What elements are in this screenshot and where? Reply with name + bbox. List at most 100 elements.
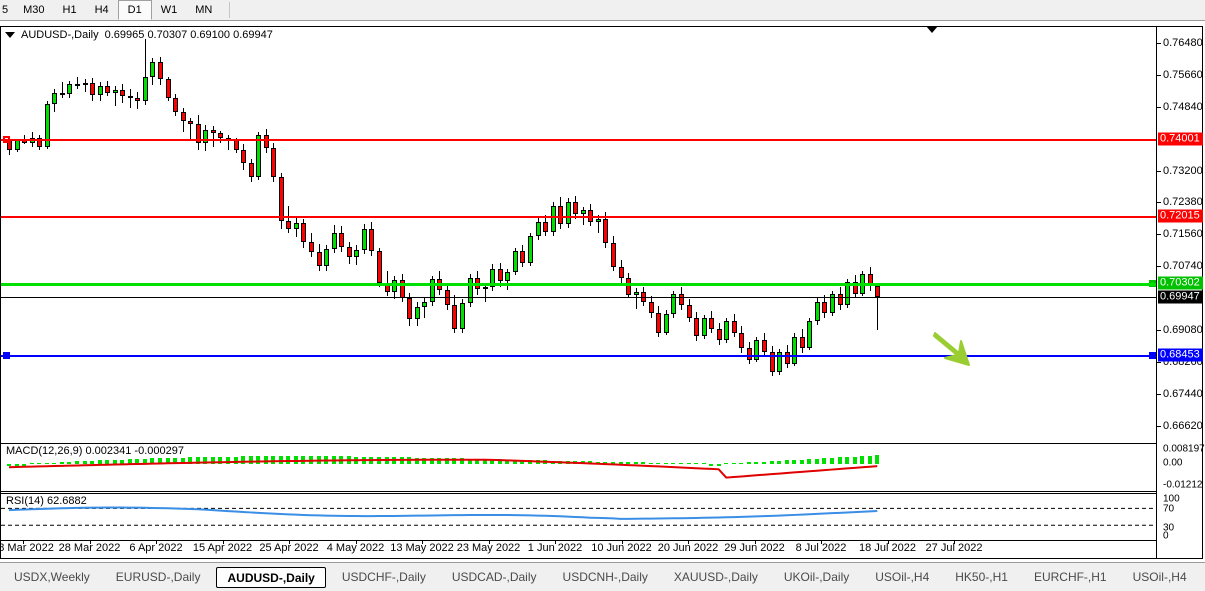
macd-label: MACD(12,26,9) 0.002341 -0.000297 <box>6 445 184 457</box>
chart-tab-audusd-daily[interactable]: AUDUSD-,Daily <box>216 566 326 588</box>
rsi-tick-label: 0 <box>1163 530 1169 542</box>
price-tick <box>1157 75 1161 77</box>
macd-histogram-bar <box>452 458 457 464</box>
macd-histogram-bar <box>67 461 72 464</box>
candle-wick <box>877 282 879 330</box>
price-tag-support-line[interactable]: 0.70302 <box>1158 276 1203 290</box>
chart-tab-eurusd-daily[interactable]: EURUSD-,Daily <box>115 569 201 584</box>
macd-histogram-bar <box>611 461 615 464</box>
date-tick-label: 23 May 2022 <box>456 542 521 554</box>
macd-histogram-bar <box>490 459 495 464</box>
rsi-pane[interactable]: RSI(14) 62.6882 <box>1 493 1156 541</box>
rsi-tick-label: 100 <box>1163 493 1180 505</box>
chart-tab-usdcnh-daily[interactable]: USDCNH-,Daily <box>562 569 648 584</box>
date-tick-label: 25 Apr 2022 <box>259 542 319 554</box>
macd-histogram-bar <box>271 456 276 464</box>
timeframe-button-w1[interactable]: W1 <box>160 4 178 16</box>
timeframe-button-d1[interactable]: D1 <box>117 0 152 20</box>
timeframe-button-h1[interactable]: H1 <box>62 4 77 16</box>
candle-body <box>837 293 843 306</box>
chart-tab-xauusd-daily[interactable]: XAUUSD-,Daily <box>673 569 758 584</box>
candle-body <box>829 293 835 314</box>
level-line-red[interactable] <box>1 139 1156 142</box>
chart-tab-eurchf-h1[interactable]: EURCHF-,H1 <box>1033 569 1107 584</box>
price-tag-resistance-line[interactable]: 0.74001 <box>1158 132 1203 146</box>
price-tag-resistance-line[interactable]: 0.72015 <box>1158 209 1203 223</box>
level-line-green[interactable] <box>1 282 1156 286</box>
macd-histogram-bar <box>127 459 132 464</box>
candle-body <box>807 320 813 349</box>
candle-body <box>339 232 345 247</box>
chart-tab-usoil-h4[interactable]: USOil-,H4 <box>1132 569 1187 584</box>
macd-histogram-bar <box>626 462 631 464</box>
price-tick <box>1157 202 1161 204</box>
chart-tab-hk50-h1[interactable]: HK50-,H1 <box>955 569 1008 584</box>
rsi-label: RSI(14) 62.6882 <box>6 495 87 507</box>
candle-body <box>422 301 428 308</box>
date-tick-label: 15 Apr 2022 <box>192 542 253 554</box>
macd-histogram-bar <box>595 461 600 464</box>
chart-tab-ukoil-daily[interactable]: UKOil-,Daily <box>783 569 850 584</box>
price-tick <box>1157 265 1161 267</box>
macd-histogram-bar <box>746 462 751 464</box>
date-tick <box>954 540 955 544</box>
macd-histogram-bar <box>165 457 170 464</box>
candle-body <box>286 220 292 230</box>
candle-wick <box>288 206 290 233</box>
date-tick <box>688 540 689 544</box>
price-tag-support-line[interactable]: 0.68453 <box>1158 348 1203 362</box>
timeframe-button-h4[interactable]: H4 <box>94 4 109 16</box>
macd-histogram-bar <box>218 456 223 464</box>
chart-window[interactable]: AUDUSD-,Daily 0.69965 0.70307 0.69100 0.… <box>0 26 1205 559</box>
macd-histogram-bar <box>701 462 706 464</box>
macd-histogram-bar <box>467 458 472 464</box>
macd-histogram-bar <box>225 456 230 464</box>
price-tick-label: 0.66620 <box>1163 419 1203 432</box>
chart-tab-usdcad-daily[interactable]: USDCAD-,Daily <box>451 569 537 584</box>
macd-histogram-bar <box>263 456 268 464</box>
level-line-blue[interactable] <box>1 354 1156 357</box>
macd-histogram-bar <box>14 464 19 466</box>
chart-tab-usoil-h4[interactable]: USOil-,H4 <box>875 569 930 584</box>
price-axis[interactable]: 0.76480 0.75660 0.74840 0.73200 0.72380 0.715… <box>1156 27 1205 558</box>
timeframe-button-5[interactable]: 5 <box>2 4 9 16</box>
macd-histogram-bar <box>233 456 238 464</box>
macd-histogram-bar <box>777 460 782 464</box>
candle-body <box>67 83 73 95</box>
candle-body <box>490 269 496 287</box>
macd-histogram-bar <box>256 456 261 464</box>
price-tag-last-price[interactable]: 0.69947 <box>1158 290 1203 304</box>
price-pane[interactable] <box>1 27 1156 442</box>
macd-histogram-bar <box>867 455 872 464</box>
price-tick <box>1157 43 1161 45</box>
macd-histogram-bar <box>180 457 185 464</box>
price-tick-label: 0.75660 <box>1163 69 1203 82</box>
candle-body <box>444 289 450 306</box>
candle-body <box>180 111 186 121</box>
collapse-caret-icon[interactable] <box>5 32 15 38</box>
date-axis[interactable]: 18 Mar 2022 28 Mar 2022 6 Apr 2022 15 Apr 2… <box>0 540 1156 558</box>
candle-body <box>354 249 360 258</box>
candle-body <box>716 328 722 341</box>
macd-histogram-bar <box>59 462 64 464</box>
macd-histogram-bar <box>762 461 766 464</box>
candle-body <box>784 352 790 364</box>
chart-tab-usdchf-daily[interactable]: USDCHF-,Daily <box>341 569 426 584</box>
macd-histogram-bar <box>37 462 42 464</box>
macd-histogram-bar <box>482 458 487 464</box>
macd-histogram-bar <box>520 459 525 464</box>
macd-signal-line <box>8 458 878 479</box>
chart-tab-usdx-weekly[interactable]: USDX,Weekly <box>14 569 90 584</box>
chart-top-marker-icon[interactable] <box>926 26 938 33</box>
timeframe-button-mn[interactable]: MN <box>195 4 213 16</box>
rsi-tick-label: 30 <box>1163 522 1175 534</box>
macd-histogram-bar <box>641 462 646 464</box>
level-line-red[interactable] <box>1 216 1156 219</box>
level-line-black[interactable] <box>1 296 1156 298</box>
macd-pane[interactable]: MACD(12,26,9) 0.002341 -0.000297 <box>1 443 1156 492</box>
candle-body <box>618 266 624 279</box>
macd-histogram-bar <box>74 461 79 464</box>
timeframe-button-m30[interactable]: M30 <box>23 4 45 16</box>
date-tick-label: 10 Jun 2022 <box>591 542 652 554</box>
candle-body <box>112 89 118 93</box>
